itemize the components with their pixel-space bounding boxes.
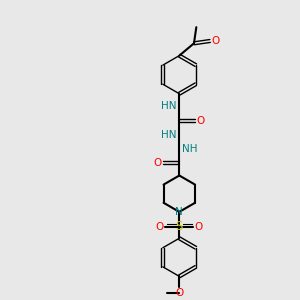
Text: NH: NH (182, 144, 197, 154)
Text: O: O (212, 36, 220, 46)
Text: S: S (176, 220, 183, 233)
Text: O: O (175, 288, 183, 298)
Text: HN: HN (161, 101, 177, 111)
Text: O: O (154, 158, 162, 168)
Text: O: O (156, 221, 164, 232)
Text: HN: HN (161, 130, 177, 140)
Text: O: O (196, 116, 205, 126)
Text: O: O (194, 221, 203, 232)
Text: N: N (176, 207, 183, 217)
